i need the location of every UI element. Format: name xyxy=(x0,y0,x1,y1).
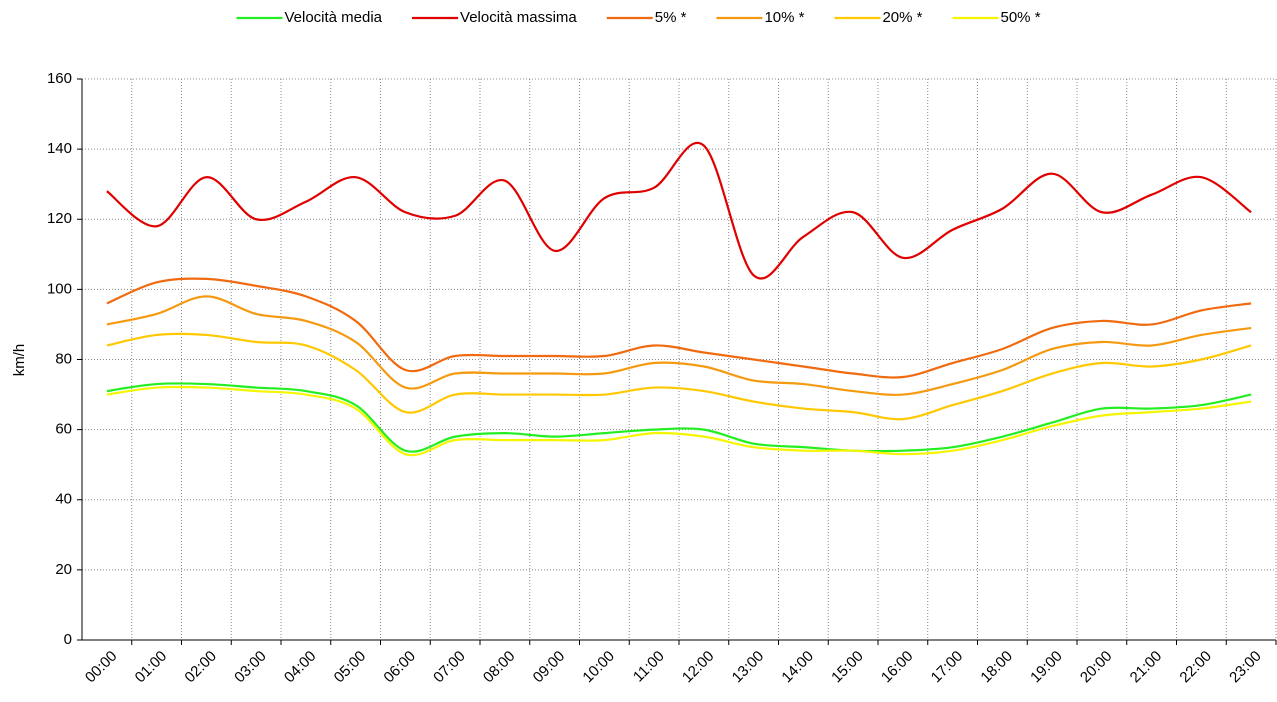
y-axis-label: km/h xyxy=(11,344,28,377)
series-line xyxy=(106,332,1252,421)
legend: Velocità media Velocità massima 5% * 10% * 2… xyxy=(236,9,1041,26)
x-tick-label: 02:00 xyxy=(181,648,220,687)
legend-label: 5% * xyxy=(655,9,687,26)
series-line xyxy=(106,141,1252,280)
x-tick-label: 09:00 xyxy=(530,648,569,687)
x-tick-label: 22:00 xyxy=(1176,648,1215,687)
y-tick-label: 0 xyxy=(64,631,72,648)
legend-label: 50% * xyxy=(1001,9,1041,26)
x-tick-label: 03:00 xyxy=(231,648,270,687)
y-tick-label: 120 xyxy=(47,210,72,227)
x-tick-label: 18:00 xyxy=(977,648,1016,687)
x-tick-label: 10:00 xyxy=(579,648,618,687)
x-tick-label: 13:00 xyxy=(729,648,768,687)
x-tick-label: 19:00 xyxy=(1027,648,1066,687)
x-tick-label: 01:00 xyxy=(132,648,171,687)
x-tick-label: 05:00 xyxy=(331,648,370,687)
series-line xyxy=(106,295,1252,396)
x-tick-label: 23:00 xyxy=(1226,648,1265,687)
y-tick-label: 60 xyxy=(55,421,72,438)
legend-label: 10% * xyxy=(764,9,804,26)
x-tick-label: 07:00 xyxy=(430,648,469,687)
x-tick-label: 04:00 xyxy=(281,648,320,687)
x-tick-label: 17:00 xyxy=(928,648,967,687)
legend-label: Velocità media xyxy=(284,9,382,26)
x-tick-label: 08:00 xyxy=(480,648,519,687)
x-tick-label: 11:00 xyxy=(630,648,668,686)
x-tick-label: 20:00 xyxy=(1077,648,1116,687)
x-tick-label: 21:00 xyxy=(1127,648,1166,687)
y-tick-label: 80 xyxy=(55,350,72,367)
y-tick-label: 100 xyxy=(47,280,72,297)
series-line xyxy=(106,382,1252,453)
y-tick-label: 20 xyxy=(55,561,72,578)
x-tick-label: 12:00 xyxy=(679,648,718,687)
x-tick-label: 00:00 xyxy=(82,648,121,687)
legend-label: Velocità massima xyxy=(460,9,577,26)
x-tick-label: 06:00 xyxy=(380,648,419,687)
y-tick-label: 160 xyxy=(47,70,72,87)
series-line xyxy=(106,277,1252,379)
x-tick-label: 14:00 xyxy=(778,648,817,687)
x-tick-label: 15:00 xyxy=(828,648,867,687)
y-tick-label: 140 xyxy=(47,140,72,157)
series-line xyxy=(106,385,1252,457)
legend-label: 20% * xyxy=(882,9,922,26)
y-tick-label: 40 xyxy=(55,491,72,508)
x-tick-label: 16:00 xyxy=(878,648,917,687)
